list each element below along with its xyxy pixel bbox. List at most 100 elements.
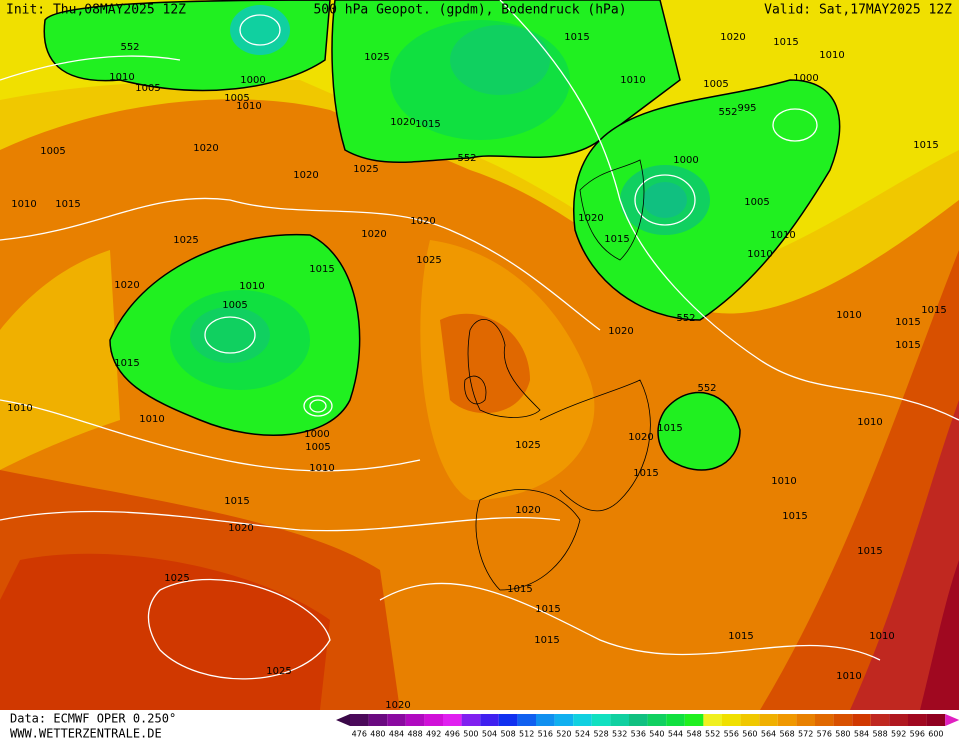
colorbar-label: 568: [779, 730, 794, 739]
colorbar-label: 480: [370, 730, 385, 739]
colorbar-label: 488: [407, 730, 422, 739]
isobar-label: 1015: [415, 119, 440, 130]
colorbar-label: 520: [556, 730, 571, 739]
isobar-label: 552: [676, 313, 695, 324]
colorbar-label: 552: [705, 730, 720, 739]
isobar-label: 1010: [139, 414, 164, 425]
colorbar-label: 596: [910, 730, 925, 739]
colorbar-label: 512: [519, 730, 534, 739]
colorbar-swatch: [703, 714, 722, 726]
colorbar-swatch: [777, 714, 797, 726]
isobar-label: 1010: [309, 463, 334, 474]
isobar-label: 1010: [620, 75, 645, 86]
colorbar-label: 544: [668, 730, 683, 739]
isobar-label: 1015: [657, 423, 682, 434]
isobar-label: 1010: [836, 310, 861, 321]
colorbar-swatch: [852, 714, 871, 726]
colorbar-arrow-left: [336, 714, 350, 726]
isobar-label: 1010: [239, 281, 264, 292]
colorbar-label: 600: [928, 730, 943, 739]
colorbar-label: 476: [352, 730, 367, 739]
isobar-label: 1015: [895, 317, 920, 328]
colorbar-swatch: [926, 714, 946, 726]
isobar-label: 1020: [390, 117, 415, 128]
isobar-label: 1025: [266, 666, 291, 677]
colorbar-swatch: [666, 714, 685, 726]
colorbar-swatch: [815, 714, 834, 726]
colorbar-label: 588: [872, 730, 887, 739]
isobar-label: 1010: [747, 249, 772, 260]
isobars: [0, 0, 959, 680]
isobar-label: 1005: [224, 93, 249, 104]
colorbar-label: 532: [612, 730, 627, 739]
isobar-label: 1020: [410, 216, 435, 227]
colorbar-label: 560: [742, 730, 757, 739]
isobar-label: 1015: [114, 358, 139, 369]
colorbar-swatch: [629, 714, 648, 726]
isobar-label: 1015: [604, 234, 629, 245]
isobar-label: 1025: [515, 440, 540, 451]
isobar-label: 1020: [114, 280, 139, 291]
colorbar-label: 496: [445, 730, 460, 739]
colorbar-swatch: [480, 714, 499, 726]
isobar-label: 1020: [228, 523, 253, 534]
isobar-label: 1015: [309, 264, 334, 275]
isobar-label: 1020: [578, 213, 603, 224]
colorbar-label: 576: [817, 730, 832, 739]
colorbar-swatch: [889, 714, 908, 726]
isobar-label: 1005: [222, 300, 247, 311]
colorbar-label: 580: [835, 730, 850, 739]
colorbar-swatch: [573, 714, 592, 726]
colorbar-swatch: [908, 714, 927, 726]
isobar-label: 1020: [385, 700, 410, 711]
isobar-label: 1015: [773, 37, 798, 48]
isobar-label: 1020: [720, 32, 745, 43]
colorbar-label: 584: [854, 730, 869, 739]
colorbar-swatch: [647, 714, 667, 726]
isobar-label: 1015: [913, 140, 938, 151]
colorbar-swatch: [368, 714, 388, 726]
isobar-label: 1025: [164, 573, 189, 584]
colorbar-label: 556: [724, 730, 739, 739]
isobar-label: 1015: [535, 604, 560, 615]
isobar-label: 1005: [744, 197, 769, 208]
isobar-label: 1010: [857, 417, 882, 428]
isobar-label: 1020: [628, 432, 653, 443]
isobar-label: 1025: [353, 164, 378, 175]
isobar-label: 1005: [703, 79, 728, 90]
isobar-label: 1005: [305, 442, 330, 453]
colorbar-label: 500: [463, 730, 478, 739]
isobar-label: 552: [697, 383, 716, 394]
colorbar-swatch: [424, 714, 443, 726]
isobar-label: 1025: [173, 235, 198, 246]
isobar-label: 1010: [109, 72, 134, 83]
isobar-label: 1010: [11, 199, 36, 210]
isobar-label: 1010: [869, 631, 894, 642]
isobar-label: 995: [737, 103, 756, 114]
map-field: [0, 0, 959, 710]
website: WWW.WETTERZENTRALE.DE: [10, 727, 162, 741]
colorbar-swatch: [833, 714, 853, 726]
isobar-label: 1020: [608, 326, 633, 337]
map-title: 500 hPa Geopot. (gpdm), Bodendruck (hPa): [313, 3, 626, 18]
colorbar-label: 524: [575, 730, 590, 739]
isobar-label: 1015: [507, 584, 532, 595]
colorbar-swatch: [759, 714, 778, 726]
isobar-label: 1010: [236, 101, 261, 112]
isobar-label: 1025: [364, 52, 389, 63]
colorbar-swatch: [722, 714, 741, 726]
isobar-label: 1015: [857, 546, 882, 557]
isobar-label: 1025: [416, 255, 441, 266]
colorbar-label: 564: [761, 730, 776, 739]
colorbar-swatch: [554, 714, 574, 726]
colorbar-label: 536: [631, 730, 646, 739]
colorbar-swatch: [498, 714, 518, 726]
isobar-label: 1020: [361, 229, 386, 240]
isobar-label: 552: [457, 153, 476, 164]
isobar-label: 1020: [193, 143, 218, 154]
colorbar-label: 516: [538, 730, 553, 739]
isobar-label: 1020: [293, 170, 318, 181]
isobar-label: 1005: [40, 146, 65, 157]
